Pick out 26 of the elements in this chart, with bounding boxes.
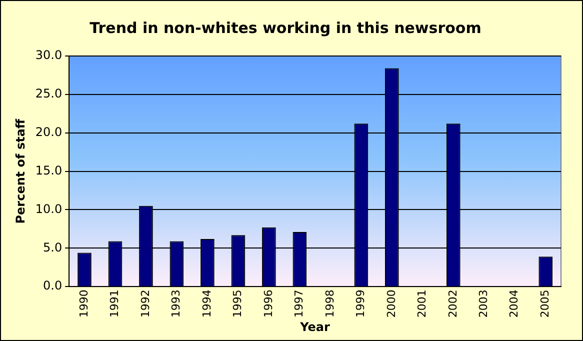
y-tick-label: 10.0 — [35, 202, 62, 216]
x-tick-label: 1994 — [200, 290, 214, 318]
x-tick-label: 1993 — [170, 290, 183, 318]
chart-title: Trend in non-whites working in this newsroom — [90, 18, 482, 37]
y-axis-title: Percent of staff — [13, 118, 28, 224]
x-tick-label: 1996 — [262, 290, 275, 318]
y-tick-label: 0.0 — [43, 278, 62, 293]
y-tick-label: 20.0 — [35, 124, 62, 139]
x-tick-label: 1997 — [292, 290, 306, 318]
x-tick-label: 2005 — [538, 290, 552, 318]
x-tick-label: 1999 — [354, 290, 368, 318]
x-tick-label: 2003 — [477, 290, 490, 318]
x-tick-label: 2002 — [446, 290, 460, 318]
x-tick-label: 2001 — [416, 290, 429, 318]
x-tick-label: 2000 — [384, 290, 398, 318]
y-tick-label: 5.0 — [43, 240, 62, 254]
x-tick-label: 1998 — [323, 290, 336, 318]
x-tick-label: 1995 — [231, 290, 244, 318]
x-tick-label: 1990 — [77, 290, 90, 318]
x-tick-label: 2004 — [508, 290, 521, 318]
y-tick-label: 15.0 — [35, 163, 62, 178]
x-axis-title: Year — [299, 320, 330, 334]
y-tick-label: 30.0 — [35, 48, 62, 62]
y-tick-label: 25.0 — [35, 86, 62, 101]
x-tick-label: 1992 — [138, 290, 152, 318]
x-tick-label: 1991 — [108, 290, 122, 318]
